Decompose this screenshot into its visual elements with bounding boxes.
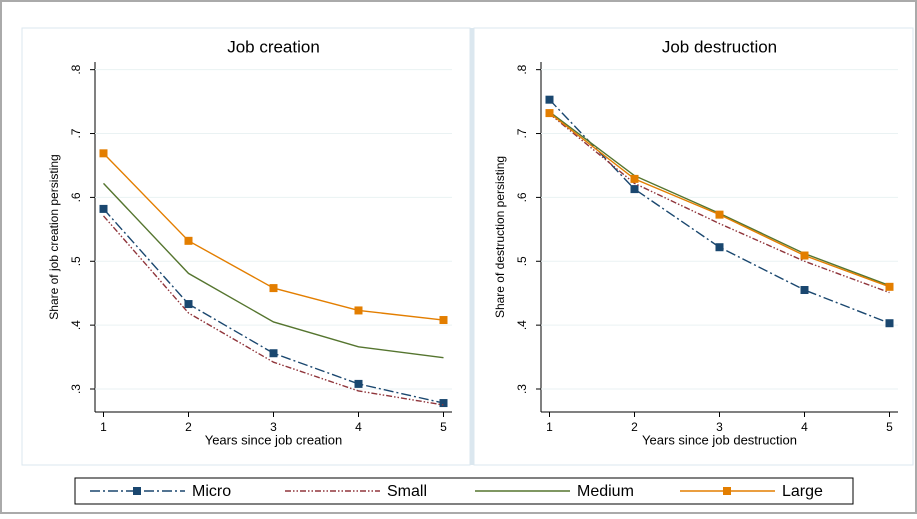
y-tick-label: .4: [515, 320, 529, 330]
x-tick-label: 1: [100, 420, 107, 434]
marker: [630, 185, 639, 194]
y-axis-label: Share of destruction persisting: [493, 156, 507, 318]
x-tick-label: 3: [270, 420, 277, 434]
y-tick-label: .8: [515, 64, 529, 74]
marker: [885, 282, 894, 291]
marker: [354, 379, 363, 388]
legend-label: Small: [387, 483, 427, 500]
legend-label: Large: [782, 483, 823, 500]
marker: [184, 300, 193, 309]
series-line: [548, 99, 890, 324]
legend-marker: [723, 487, 731, 495]
x-tick-label: 5: [440, 420, 447, 434]
y-axis-label: Share of job creation persisting: [47, 154, 61, 319]
y-tick-label: .6: [515, 192, 529, 202]
x-tick-label: 2: [185, 420, 192, 434]
y-tick-label: .3: [515, 384, 529, 394]
x-axis-label: Years since job creation: [205, 432, 343, 447]
marker: [630, 174, 639, 183]
x-tick-label: 4: [355, 420, 362, 434]
marker: [184, 236, 193, 245]
x-tick-label: 1: [546, 420, 553, 434]
y-tick-label: .5: [515, 256, 529, 266]
marker: [439, 316, 448, 325]
series-line: [549, 113, 890, 294]
marker: [885, 319, 894, 328]
x-tick-label: 3: [716, 420, 723, 434]
marker: [545, 95, 554, 104]
marker: [439, 399, 448, 408]
y-tick-label: .8: [69, 64, 83, 74]
y-tick-label: .4: [69, 320, 83, 330]
marker: [715, 243, 724, 252]
legend-marker: [133, 487, 141, 495]
x-tick-label: 4: [801, 420, 808, 434]
legend-label: Medium: [577, 483, 634, 500]
panel-bg: [21, 27, 471, 466]
marker: [354, 306, 363, 315]
legend-label: Micro: [192, 483, 231, 500]
y-tick-label: .6: [69, 192, 83, 202]
x-tick-label: 5: [886, 420, 893, 434]
marker: [269, 284, 278, 293]
chart-title: Job creation: [227, 37, 320, 56]
marker: [800, 286, 809, 295]
chart-title: Job destruction: [662, 37, 777, 56]
y-tick-label: .7: [515, 128, 529, 138]
y-tick-label: .3: [69, 384, 83, 394]
series-line: [102, 182, 444, 359]
y-tick-label: .5: [69, 256, 83, 266]
marker: [800, 251, 809, 260]
marker: [545, 109, 554, 118]
marker: [99, 204, 108, 213]
x-tick-label: 2: [631, 420, 638, 434]
panel-bg: [473, 27, 914, 466]
y-tick-label: .7: [69, 128, 83, 138]
series-line: [102, 215, 444, 406]
marker: [715, 210, 724, 219]
x-axis-label: Years since job destruction: [642, 432, 797, 447]
marker: [269, 349, 278, 358]
marker: [99, 149, 108, 158]
